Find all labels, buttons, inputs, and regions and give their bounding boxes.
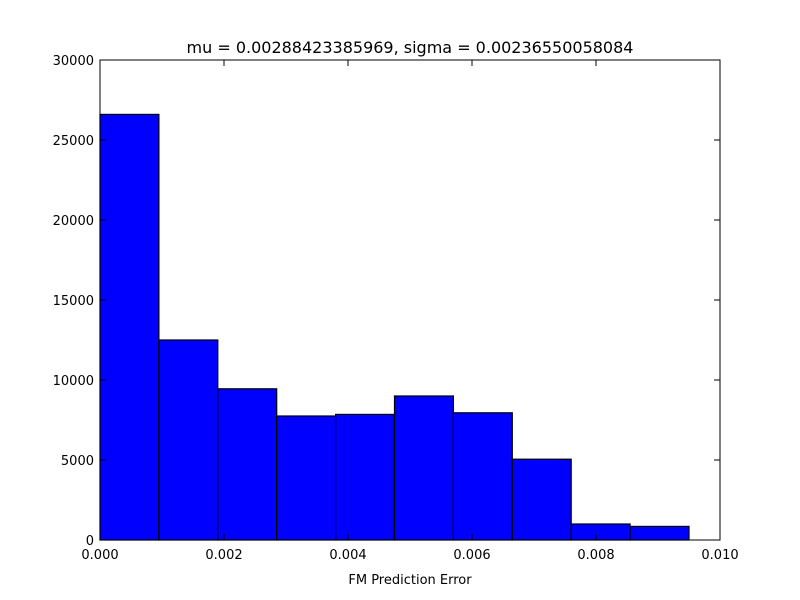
x-axis-label: FM Prediction Error (348, 573, 472, 588)
y-tick-label-2: 10000 (53, 374, 94, 389)
y-tick-label-4: 20000 (53, 214, 94, 229)
y-tick-label-0: 0 (86, 534, 94, 549)
chart-title: mu = 0.00288423385969, sigma = 0.0023655… (187, 38, 634, 57)
histogram-bar-7 (511, 458, 572, 541)
x-tick-label-3: 0.006 (453, 548, 490, 563)
histogram-bar-1 (158, 339, 219, 541)
histogram-bar-0 (99, 113, 160, 541)
histogram-bar-5 (393, 395, 455, 541)
y-tick-label-5: 25000 (53, 134, 94, 149)
x-tick-label-0: 0.000 (81, 548, 118, 563)
y-tick-label-3: 15000 (53, 294, 94, 309)
y-tick-label-6: 30000 (53, 54, 94, 69)
x-tick-label-2: 0.004 (329, 548, 366, 563)
x-tick-label-1: 0.002 (205, 548, 242, 563)
histogram-bar-4 (335, 413, 396, 541)
histogram-bar-8 (570, 523, 631, 541)
x-tick-label-4: 0.008 (577, 548, 614, 563)
bars (99, 113, 690, 541)
histogram-bar-6 (452, 412, 513, 541)
y-tick-label-1: 5000 (61, 454, 94, 469)
histogram-bar-2 (217, 388, 278, 541)
x-tick-label-5: 0.010 (701, 548, 738, 563)
histogram-bar-9 (629, 525, 690, 541)
y-tick-labels: 0 5000 10000 15000 20000 25000 30000 (53, 54, 94, 549)
histogram-bar-3 (276, 415, 337, 541)
x-tick-labels: 0.000 0.002 0.004 0.006 0.008 0.010 (81, 548, 738, 563)
plot-frame (99, 59, 721, 541)
